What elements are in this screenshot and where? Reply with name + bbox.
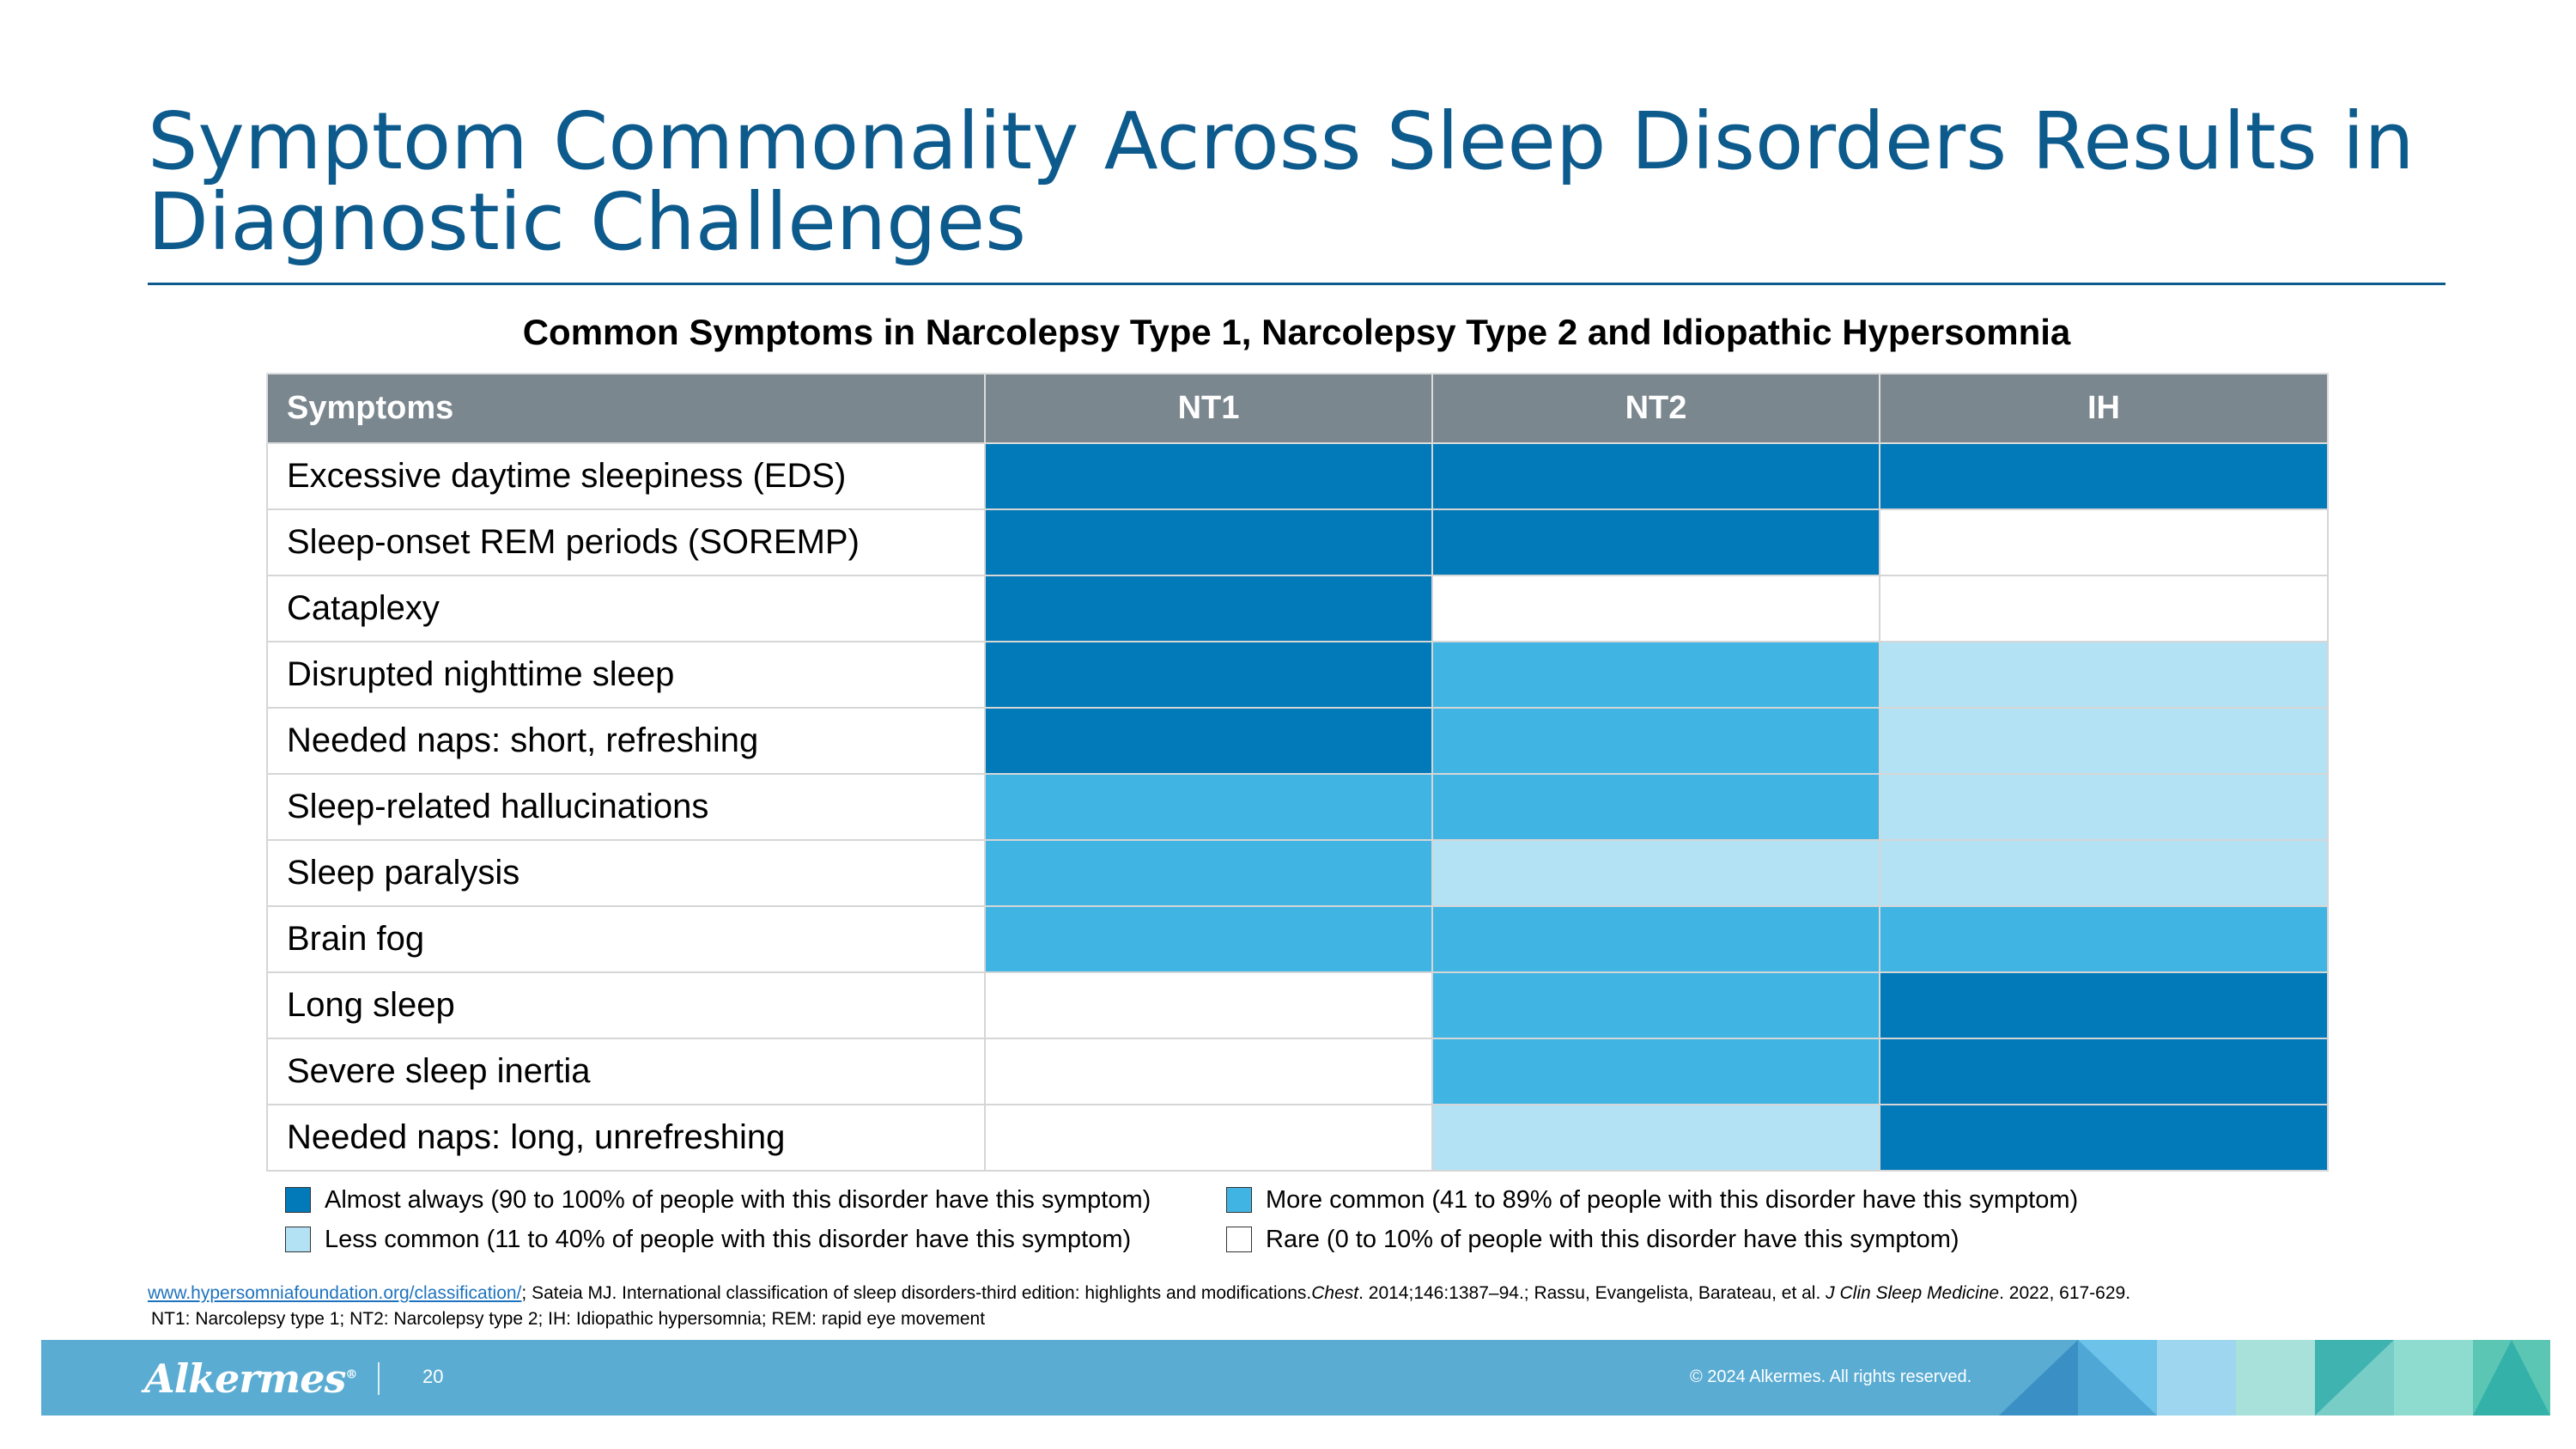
footer-bar: Alkermes® 20 © 2024 Alkermes. All rights… xyxy=(41,1340,2550,1416)
legend-label-more: More common (41 to 89% of people with th… xyxy=(1266,1185,2079,1214)
cell-nt1-rare xyxy=(984,1104,1433,1172)
symptom-label: Excessive daytime sleepiness (EDS) xyxy=(266,442,986,510)
cell-ih-always xyxy=(1879,971,2329,1039)
cell-nt1-always xyxy=(984,508,1433,576)
cell-nt1-rare xyxy=(984,1038,1433,1105)
reference-journal-1: Chest xyxy=(1311,1283,1359,1303)
cell-nt2-always xyxy=(1431,442,1880,510)
page-title: Symptom Commonality Across Sleep Disorde… xyxy=(148,95,2415,268)
symptom-label: Needed naps: long, unrefreshing xyxy=(266,1104,986,1172)
table-row: Needed naps: short, refreshing xyxy=(266,707,2329,775)
header-symptoms: Symptoms xyxy=(266,373,986,444)
cell-ih-less xyxy=(1879,707,2329,775)
cell-ih-less xyxy=(1879,773,2329,841)
cell-nt2-less xyxy=(1431,1104,1880,1172)
footer-decorative-pattern xyxy=(1999,1340,2550,1416)
symptom-label: Disrupted nighttime sleep xyxy=(266,641,986,709)
cell-nt2-more xyxy=(1431,905,1880,973)
legend-label-less: Less common (11 to 40% of people with th… xyxy=(325,1225,1132,1253)
cell-nt1-always xyxy=(984,707,1433,775)
references: www.hypersomniafoundation.org/classifica… xyxy=(148,1282,2130,1306)
table-row: Disrupted nighttime sleep xyxy=(266,641,2329,709)
reference-text-3: . 2022, 617-629. xyxy=(1999,1283,2131,1303)
legend-label-always: Almost always (90 to 100% of people with… xyxy=(325,1185,1151,1214)
header-nt2: NT2 xyxy=(1431,373,1880,444)
cell-ih-less xyxy=(1879,839,2329,907)
cell-nt1-more xyxy=(984,773,1433,841)
table-row: Sleep-related hallucinations xyxy=(266,773,2329,841)
footer-divider xyxy=(378,1362,380,1395)
cell-nt2-more xyxy=(1431,707,1880,775)
cell-nt2-less xyxy=(1431,839,1880,907)
legend-swatch-less xyxy=(285,1227,311,1252)
logo-text: Alkermes xyxy=(144,1355,346,1402)
cell-nt2-more xyxy=(1431,1038,1880,1105)
symptom-label: Sleep-related hallucinations xyxy=(266,773,986,841)
cell-nt1-rare xyxy=(984,971,1433,1039)
cell-ih-rare xyxy=(1879,508,2329,576)
table-row: Sleep paralysis xyxy=(266,839,2329,907)
table-body: Excessive daytime sleepiness (EDS) Sleep-… xyxy=(266,442,2329,1172)
header-ih: IH xyxy=(1879,373,2329,444)
table-header-row: Symptoms NT1 NT2 IH xyxy=(266,373,2329,444)
cell-ih-more xyxy=(1879,905,2329,973)
page-number: 20 xyxy=(422,1366,444,1387)
cell-nt1-more xyxy=(984,905,1433,973)
legend-swatch-more xyxy=(1226,1187,1252,1213)
table-row: Long sleep xyxy=(266,971,2329,1039)
cell-nt1-always xyxy=(984,442,1433,510)
symptom-table: Symptoms NT1 NT2 IH Excessive daytime sl… xyxy=(266,373,2329,1172)
cell-ih-always xyxy=(1879,1104,2329,1172)
cell-ih-always xyxy=(1879,442,2329,510)
legend-label-rare: Rare (0 to 10% of people with this disor… xyxy=(1266,1225,1959,1253)
table-row: Needed naps: long, unrefreshing xyxy=(266,1104,2329,1172)
table-row: Cataplexy xyxy=(266,575,2329,642)
cell-nt2-rare xyxy=(1431,575,1880,642)
cell-nt1-always xyxy=(984,641,1433,709)
symptom-label: Sleep paralysis xyxy=(266,839,986,907)
legend-more-common: More common (41 to 89% of people with th… xyxy=(1226,1184,2078,1215)
symptom-label: Cataplexy xyxy=(266,575,986,642)
title-divider xyxy=(148,283,2445,285)
symptom-label: Long sleep xyxy=(266,971,986,1039)
table-row: Brain fog xyxy=(266,905,2329,973)
legend-almost-always: Almost always (90 to 100% of people with… xyxy=(285,1184,1151,1215)
table-row: Sleep-onset REM periods (SOREMP) xyxy=(266,508,2329,576)
legend-less-common: Less common (11 to 40% of people with th… xyxy=(285,1224,1131,1255)
cell-ih-less xyxy=(1879,641,2329,709)
reference-link[interactable]: www.hypersomniafoundation.org/classifica… xyxy=(148,1283,522,1303)
reference-text-1: ; Sateia MJ. International classificatio… xyxy=(521,1283,1312,1303)
table-row: Excessive daytime sleepiness (EDS) xyxy=(266,442,2329,510)
copyright-text: © 2024 Alkermes. All rights reserved. xyxy=(1690,1367,1972,1386)
cell-nt2-more xyxy=(1431,971,1880,1039)
symptom-label: Severe sleep inertia xyxy=(266,1038,986,1105)
cell-nt1-always xyxy=(984,575,1433,642)
cell-nt2-more xyxy=(1431,773,1880,841)
header-nt1: NT1 xyxy=(984,373,1433,444)
alkermes-logo: Alkermes® xyxy=(144,1355,357,1402)
abbreviations-note: NT1: Narcolepsy type 1; NT2: Narcolepsy … xyxy=(151,1309,986,1329)
table-row: Severe sleep inertia xyxy=(266,1038,2329,1105)
symptom-label: Brain fog xyxy=(266,905,986,973)
symptom-label: Needed naps: short, refreshing xyxy=(266,707,986,775)
legend-swatch-rare xyxy=(1226,1227,1252,1252)
cell-ih-rare xyxy=(1879,575,2329,642)
cell-nt1-more xyxy=(984,839,1433,907)
reference-journal-2: J Clin Sleep Medicine xyxy=(1826,1283,2000,1303)
reference-text-2: . 2014;146:1387–94.; Rassu, Evangelista,… xyxy=(1358,1283,1821,1303)
legend-rare: Rare (0 to 10% of people with this disor… xyxy=(1226,1224,1959,1255)
cell-nt2-always xyxy=(1431,508,1880,576)
table-caption: Common Symptoms in Narcolepsy Type 1, Na… xyxy=(522,312,2071,352)
legend-swatch-always xyxy=(285,1187,311,1213)
cell-nt2-more xyxy=(1431,641,1880,709)
symptom-label: Sleep-onset REM periods (SOREMP) xyxy=(266,508,986,576)
logo-registered-mark: ® xyxy=(345,1367,357,1382)
cell-ih-always xyxy=(1879,1038,2329,1105)
